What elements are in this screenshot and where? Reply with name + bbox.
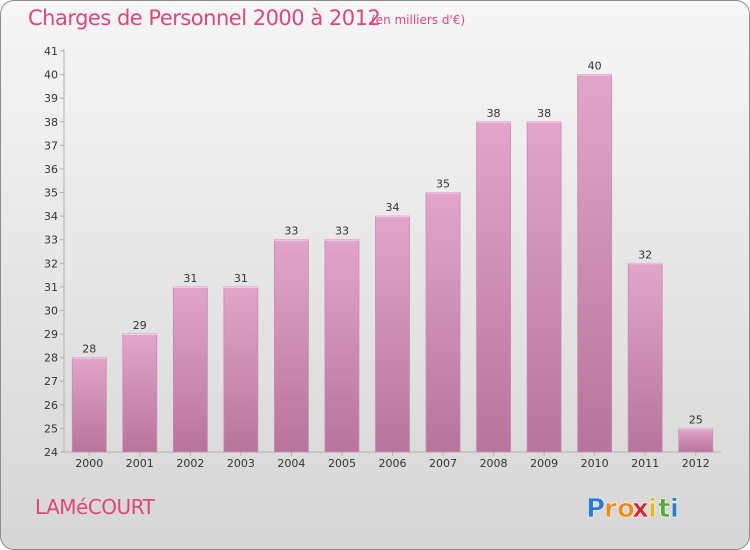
y-tick-label: 24 <box>44 446 58 459</box>
y-tick-label: 30 <box>44 304 58 317</box>
y-tick-label: 34 <box>44 210 58 223</box>
logo-letter: i <box>648 494 657 524</box>
bar <box>71 357 107 453</box>
logo-letter: i <box>670 494 679 524</box>
bar <box>678 428 714 453</box>
y-tick-label: 36 <box>44 163 58 176</box>
bar <box>274 239 309 453</box>
bar <box>375 215 410 453</box>
y-tick-label: 37 <box>44 139 58 152</box>
y-tick-label: 39 <box>44 92 58 105</box>
y-tick-label: 41 <box>44 45 58 58</box>
bars <box>71 74 714 453</box>
y-tick-label: 31 <box>44 281 58 294</box>
logo-letter: o <box>617 494 635 524</box>
x-tick-label: 2003 <box>227 457 255 470</box>
y-tick-label: 27 <box>44 375 58 388</box>
x-tick-label: 2012 <box>682 457 710 470</box>
data-label: 33 <box>284 225 298 238</box>
y-tick-label: 29 <box>44 328 58 341</box>
y-tick-label: 33 <box>44 234 58 247</box>
x-tick-label: 2009 <box>530 457 558 470</box>
chart-title: Charges de Personnel 2000 à 2012 <box>28 6 381 30</box>
data-label: 35 <box>436 178 450 191</box>
data-label: 32 <box>638 248 652 261</box>
data-label: 33 <box>335 225 349 238</box>
data-label: 38 <box>487 107 501 120</box>
bar <box>577 74 613 453</box>
bar <box>172 286 208 453</box>
data-label: 34 <box>386 201 400 214</box>
data-label: 38 <box>537 107 551 120</box>
x-tick-label: 2004 <box>277 457 305 470</box>
data-label: 40 <box>588 60 602 73</box>
y-tick-label: 26 <box>44 399 58 412</box>
x-tick-label: 2011 <box>631 457 659 470</box>
chart-subtitle: (en milliers d'€) <box>371 13 466 27</box>
bar <box>324 239 360 453</box>
commune-name: LAMéCOURT <box>35 495 155 519</box>
y-tick-label: 28 <box>44 352 58 365</box>
logo-letter: r <box>604 494 617 524</box>
bar <box>122 333 158 453</box>
data-label: 31 <box>234 272 248 285</box>
bar <box>526 121 562 453</box>
data-label: 29 <box>133 319 147 332</box>
logo-letter: x <box>632 494 649 524</box>
axes: 24 25 26 27 28 29 30 31 32 33 34 35 36 37 38 39 40 41 <box>44 45 721 459</box>
x-tick-label: 2010 <box>581 457 609 470</box>
bar <box>223 286 259 453</box>
x-tick-label: 2007 <box>429 457 457 470</box>
logo-letter: P <box>586 494 605 524</box>
y-tick-label: 32 <box>44 257 58 270</box>
data-label: 31 <box>183 272 197 285</box>
labels: 28 2000 29 2001 31 2002 31 2003 33 2004 33 2005 34 20… <box>75 60 709 470</box>
x-tick-label: 2001 <box>126 457 154 470</box>
x-tick-label: 2005 <box>328 457 356 470</box>
x-tick-label: 2006 <box>379 457 407 470</box>
x-tick-label: 2000 <box>75 457 103 470</box>
bar <box>425 192 461 453</box>
y-tick-label: 25 <box>44 422 58 435</box>
bar <box>476 121 511 453</box>
logo-letter: t <box>658 494 670 524</box>
bar <box>627 262 663 453</box>
y-tick-label: 38 <box>44 116 58 129</box>
y-tick-label: 35 <box>44 187 58 200</box>
data-label: 28 <box>82 343 96 356</box>
x-tick-label: 2002 <box>176 457 204 470</box>
x-tick-label: 2008 <box>480 457 508 470</box>
y-tick-label: 40 <box>44 69 58 82</box>
data-label: 25 <box>689 413 703 426</box>
